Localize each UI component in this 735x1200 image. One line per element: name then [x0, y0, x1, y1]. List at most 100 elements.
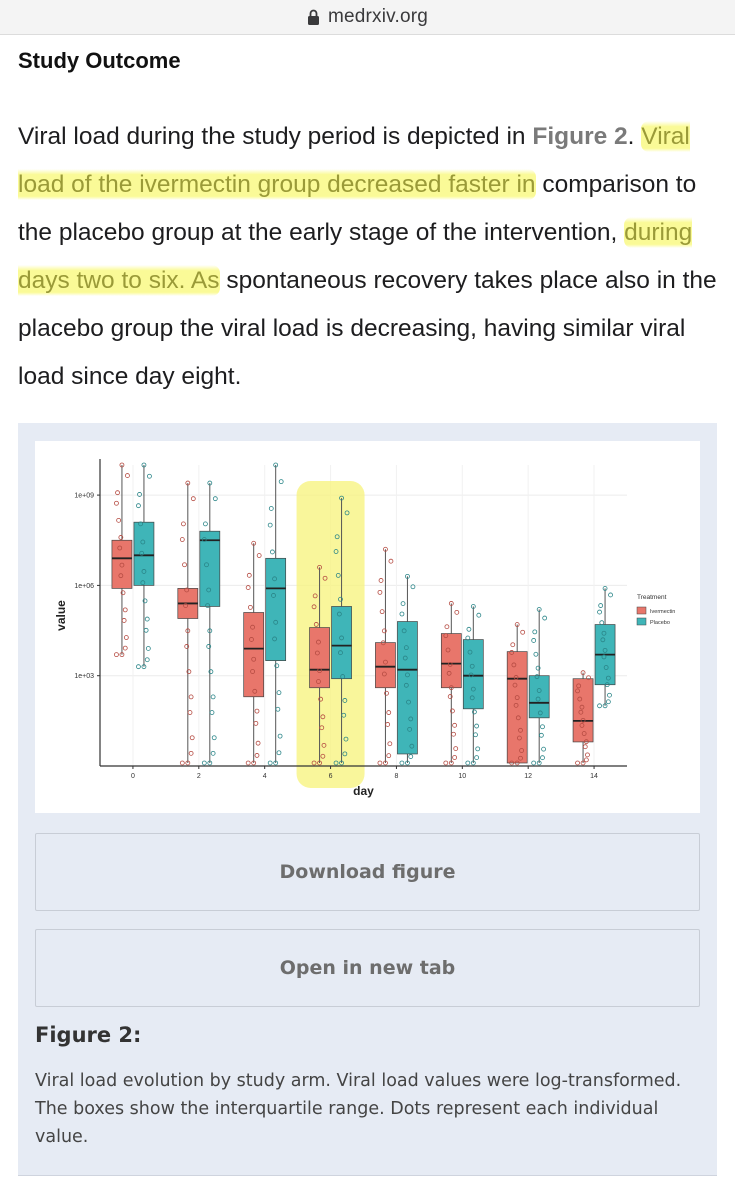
- data-point: [189, 735, 195, 741]
- paragraph-text: spontaneous recovery takes place also in…: [18, 267, 717, 390]
- y-tick-label: 1e+03: [74, 673, 94, 680]
- box-placebo: [528, 675, 550, 719]
- data-point: [599, 620, 605, 626]
- data-point: [474, 723, 480, 729]
- data-point: [269, 549, 275, 555]
- x-tick-label: 2: [197, 773, 201, 780]
- data-point: [121, 618, 127, 623]
- data-point: [518, 755, 523, 761]
- data-point: [140, 539, 146, 545]
- section-title: Study Outcome: [18, 48, 181, 73]
- data-point: [271, 593, 276, 598]
- figure-2-link[interactable]: Figure 2: [532, 123, 628, 150]
- data-point: [275, 706, 281, 712]
- data-point: [334, 534, 340, 540]
- data-point: [601, 630, 607, 636]
- data-point: [116, 517, 122, 523]
- data-point: [577, 696, 583, 702]
- data-point: [402, 655, 408, 661]
- data-point: [519, 748, 524, 753]
- data-point: [579, 704, 585, 710]
- data-point: [256, 553, 262, 558]
- data-point: [512, 682, 518, 688]
- data-point: [582, 744, 588, 750]
- address-bar[interactable]: medrxiv.org: [0, 0, 735, 35]
- x-axis-label: day: [353, 784, 374, 798]
- data-point: [537, 710, 543, 716]
- data-point: [401, 628, 407, 634]
- data-point: [184, 587, 190, 593]
- legend-swatch: [636, 617, 647, 626]
- data-point: [203, 521, 208, 527]
- data-point: [190, 496, 196, 502]
- data-point: [580, 670, 586, 676]
- data-point: [212, 496, 218, 502]
- data-point: [179, 760, 185, 766]
- data-point: [181, 521, 186, 527]
- data-point: [407, 726, 413, 732]
- data-point: [316, 679, 321, 684]
- box-ivermectin: [572, 678, 594, 743]
- highlight-marker: [296, 481, 365, 788]
- data-point: [405, 573, 410, 579]
- data-point: [516, 735, 522, 741]
- data-point: [143, 627, 149, 633]
- data-point: [531, 760, 537, 766]
- data-point: [246, 572, 252, 578]
- data-point: [511, 662, 517, 668]
- data-point: [118, 535, 124, 540]
- outcome-paragraph: Viral load during the study period is de…: [18, 113, 730, 401]
- data-point: [581, 731, 587, 736]
- data-point: [383, 760, 388, 766]
- data-point: [383, 659, 388, 665]
- data-point: [207, 628, 213, 634]
- data-point: [312, 593, 318, 599]
- data-point: [532, 629, 538, 635]
- data-point: [387, 741, 393, 747]
- data-point: [585, 752, 590, 758]
- data-point: [201, 537, 207, 542]
- data-point: [446, 670, 452, 676]
- y-axis-label: value: [54, 600, 68, 631]
- data-point: [251, 540, 257, 546]
- data-point: [410, 584, 416, 590]
- data-point: [114, 500, 119, 506]
- data-point: [536, 607, 542, 612]
- box-placebo: [265, 557, 287, 661]
- data-point: [247, 604, 253, 610]
- data-point: [144, 657, 150, 663]
- data-point: [250, 669, 255, 674]
- data-point: [579, 722, 585, 728]
- boxplot-svg: 1e+03 1e+06 1e+09 0 2 4 6 8 10 12 14 day value Treatm…: [54, 459, 675, 798]
- box-placebo: [199, 530, 221, 607]
- data-point: [514, 695, 520, 701]
- data-point: [114, 652, 119, 658]
- data-point: [317, 760, 322, 766]
- data-point: [408, 754, 414, 759]
- figure-2-chart[interactable]: 1e+03 1e+06 1e+09 0 2 4 6 8 10 12 14 day value Treatm…: [35, 441, 700, 813]
- data-point: [278, 479, 284, 485]
- paragraph-text: Viral load during the study period is de…: [18, 123, 533, 150]
- data-point: [576, 683, 582, 689]
- data-point: [580, 717, 586, 723]
- data-point: [607, 692, 612, 698]
- data-point: [341, 712, 347, 718]
- data-point: [119, 652, 125, 658]
- x-tick-label: 14: [590, 773, 598, 780]
- data-point: [469, 695, 475, 701]
- data-point: [333, 549, 339, 554]
- data-point: [509, 760, 515, 766]
- open-new-tab-button[interactable]: Open in new tab: [35, 929, 700, 1007]
- data-point: [469, 663, 475, 669]
- download-figure-button[interactable]: Download figure: [35, 833, 700, 911]
- data-point: [388, 558, 394, 564]
- data-point: [518, 727, 523, 733]
- data-point: [443, 633, 449, 639]
- data-point: [536, 688, 542, 693]
- data-point: [445, 647, 451, 653]
- data-point: [138, 521, 144, 527]
- data-point: [399, 760, 405, 766]
- data-point: [540, 724, 545, 730]
- data-point: [251, 656, 257, 662]
- data-point: [188, 694, 194, 700]
